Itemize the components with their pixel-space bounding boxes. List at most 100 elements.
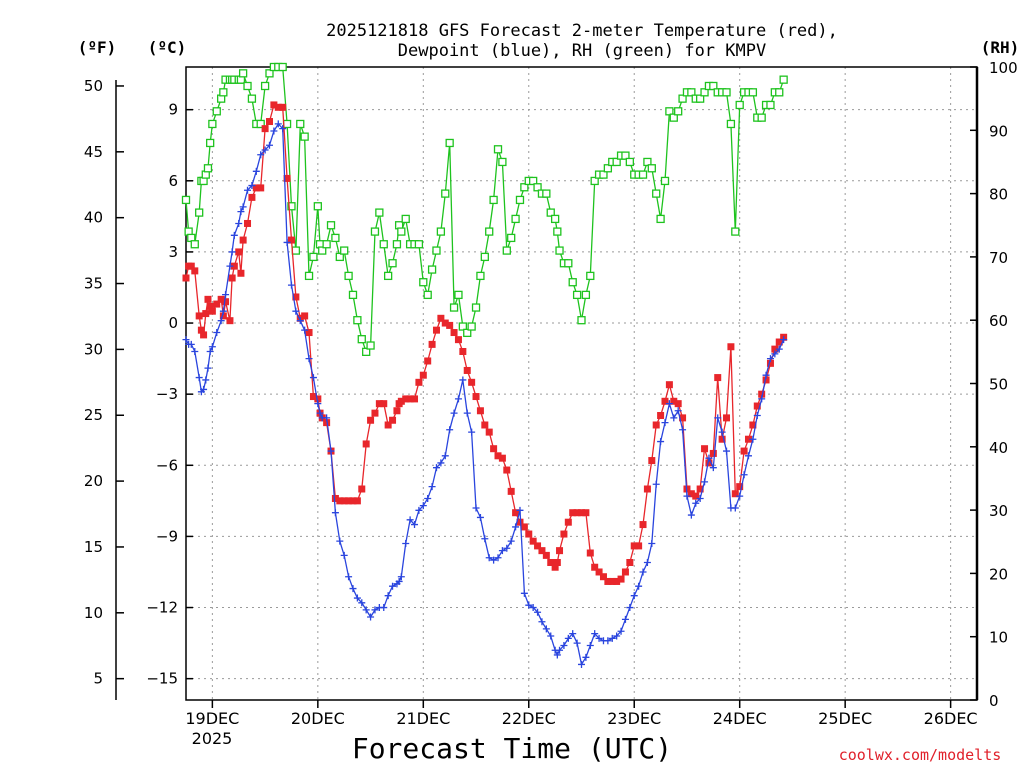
- dewpoint-point: [740, 471, 748, 479]
- x-tick-label: 26DEC: [924, 709, 978, 728]
- rh-point: [206, 138, 215, 148]
- dewpoint-point: [239, 203, 247, 211]
- dewpoint-point: [630, 592, 638, 600]
- temperature-point: [578, 509, 585, 517]
- dewpoint-point: [494, 554, 502, 562]
- rh-point: [278, 62, 287, 72]
- rh-point: [489, 195, 498, 205]
- rh-point: [533, 183, 542, 192]
- rh-point: [313, 202, 322, 211]
- temperature-point: [441, 319, 449, 327]
- dewpoint-point: [670, 414, 678, 422]
- dewpoint-point: [608, 634, 616, 642]
- dewpoint-point: [718, 428, 726, 436]
- temperature-point: [591, 563, 599, 571]
- fahrenheit-tick-label: 35: [84, 275, 103, 293]
- celsius-tick-label: 9: [168, 101, 178, 119]
- x-tick-label: 20DEC: [291, 709, 345, 728]
- temperature-point: [630, 542, 638, 550]
- chart-title-line2: Dewpoint (blue), RH (green) for KMPV: [398, 41, 766, 61]
- dewpoint-point: [208, 343, 216, 351]
- dewpoint-point: [512, 523, 520, 531]
- dewpoint-point: [643, 558, 651, 566]
- temperature-point: [652, 421, 660, 429]
- rh-point: [260, 81, 270, 91]
- rh-point: [529, 176, 538, 186]
- temperature-point: [613, 577, 621, 585]
- rh-point: [375, 208, 384, 217]
- dewpoint-point: [397, 573, 405, 581]
- rh-point: [577, 316, 586, 325]
- temperature-point: [573, 509, 581, 517]
- dewpoint-point: [446, 426, 454, 434]
- x-tick-label: 24DEC: [713, 709, 767, 728]
- rh-point: [427, 265, 437, 274]
- dewpoint-point: [415, 506, 423, 514]
- rh-point: [638, 170, 648, 179]
- dewpoint-point: [459, 376, 467, 384]
- temperature-point: [367, 416, 375, 424]
- axes: [115, 66, 979, 701]
- temperature-point: [463, 366, 471, 374]
- rh-series: [181, 62, 788, 357]
- rh-point: [485, 227, 494, 236]
- temperature-point: [476, 407, 484, 415]
- rh-point: [256, 119, 265, 129]
- dewpoint-point: [604, 637, 612, 645]
- temperature-point: [406, 395, 414, 403]
- rh-point: [335, 252, 344, 262]
- rh-point: [748, 88, 758, 97]
- temperature-point: [679, 414, 687, 422]
- dewpoint-point: [758, 395, 766, 403]
- dewpoint-point: [749, 435, 757, 443]
- temperature-point: [520, 523, 528, 531]
- temperature-point: [226, 317, 234, 325]
- dewpoint-point: [542, 625, 550, 633]
- temperature-point: [217, 295, 225, 303]
- temperature-point: [182, 274, 190, 282]
- fahrenheit-tick-label: 20: [84, 472, 103, 490]
- temperature-point: [525, 530, 533, 538]
- dewpoint-point: [591, 630, 599, 638]
- fahrenheit-tick-label: 40: [84, 209, 103, 227]
- temperature-point: [432, 326, 440, 334]
- dewpoint-point: [736, 492, 744, 500]
- dewpoint-point: [771, 350, 779, 358]
- rh-point: [441, 189, 450, 198]
- dewpoint-point: [195, 374, 203, 382]
- temperature-point: [270, 101, 278, 109]
- temperature-point: [362, 440, 370, 448]
- dewpoint-point: [780, 336, 788, 344]
- rh-point: [643, 157, 652, 167]
- dewpoint-point: [336, 537, 344, 545]
- dewpoint-point: [395, 577, 403, 585]
- rh-point: [370, 227, 380, 236]
- dewpoint-point: [665, 400, 673, 408]
- rh-point: [700, 88, 709, 97]
- rh-point: [454, 290, 463, 300]
- x-tick-label: 19DEC: [185, 709, 239, 728]
- temperature-point: [621, 568, 629, 576]
- rh-point: [696, 94, 705, 103]
- temperature-point: [301, 312, 309, 320]
- temperature-point: [279, 103, 287, 111]
- dewpoint-point: [367, 613, 375, 621]
- dewpoint-point: [485, 554, 493, 562]
- temperature-point: [564, 518, 572, 526]
- celsius-axis-unit: (ºC): [148, 38, 187, 57]
- temperature-point: [393, 407, 401, 415]
- temperature-point: [195, 312, 203, 320]
- dewpoint-point: [248, 182, 256, 190]
- temperature-point: [336, 497, 344, 505]
- temperature-point: [709, 449, 717, 457]
- celsius-tick-label: −12: [146, 599, 178, 617]
- temperature-point: [740, 447, 748, 455]
- plot-frame: [185, 66, 978, 701]
- dewpoint-point: [657, 438, 665, 446]
- rh-point: [436, 227, 446, 236]
- dewpoint-point: [237, 208, 245, 216]
- dewpoint-point: [490, 556, 498, 564]
- dewpoint-point: [283, 238, 291, 246]
- dewpoint-point: [705, 454, 713, 462]
